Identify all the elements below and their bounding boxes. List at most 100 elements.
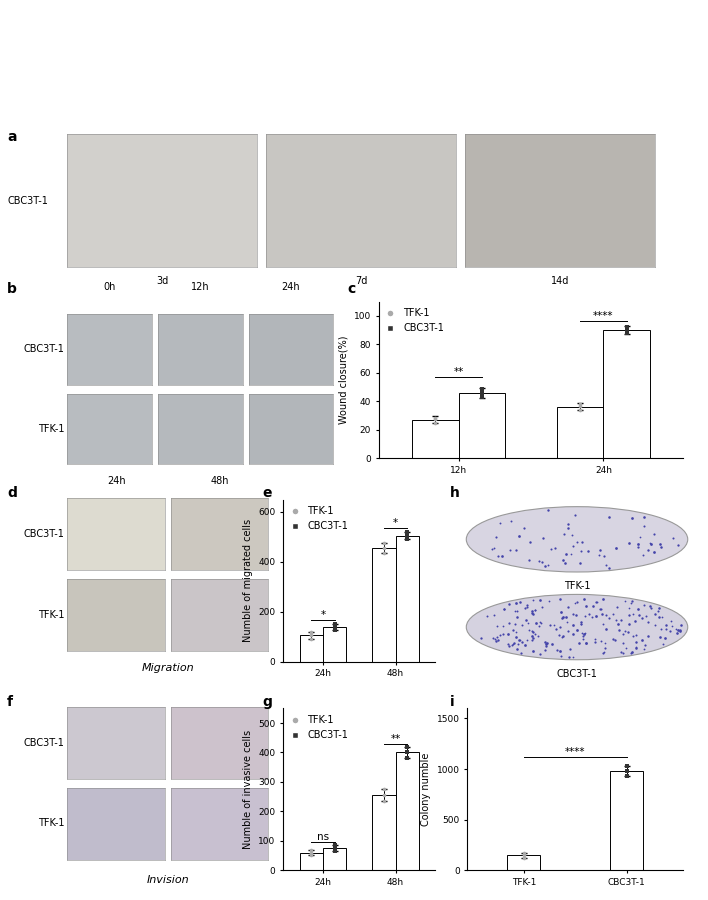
Point: [546, 636, 557, 651]
Point: [578, 592, 590, 607]
Y-axis label: Numble of invasive cells: Numble of invasive cells: [243, 730, 253, 849]
Point: [595, 634, 607, 649]
Text: Migration: Migration: [142, 663, 194, 673]
Point: [541, 636, 552, 651]
Point: [621, 323, 632, 338]
Y-axis label: Colony numble: Colony numble: [421, 752, 431, 826]
Point: [516, 635, 527, 650]
Point: [642, 629, 653, 643]
Point: [510, 629, 521, 643]
Bar: [300, 852, 323, 870]
Point: [639, 598, 650, 612]
Text: **: **: [453, 367, 464, 377]
Bar: [610, 771, 643, 870]
Point: [306, 848, 317, 862]
Point: [576, 616, 587, 631]
Point: [579, 626, 590, 641]
Point: [571, 623, 583, 637]
Point: [534, 615, 545, 629]
Point: [621, 320, 632, 334]
Point: [610, 541, 622, 555]
Point: [513, 634, 525, 648]
Point: [519, 638, 530, 652]
Point: [401, 528, 413, 543]
Point: [539, 643, 551, 657]
Point: [566, 547, 577, 562]
Point: [610, 613, 622, 627]
Point: [612, 599, 623, 614]
Bar: [300, 635, 323, 662]
Point: [306, 628, 317, 643]
Text: e: e: [262, 486, 271, 500]
Point: [630, 635, 641, 650]
Point: [561, 547, 572, 562]
Point: [608, 632, 620, 646]
Point: [583, 607, 595, 621]
Point: [378, 541, 389, 555]
Point: [627, 628, 639, 643]
Point: [593, 548, 605, 562]
Point: [527, 629, 538, 643]
Point: [518, 850, 530, 865]
Point: [401, 740, 413, 754]
Point: [430, 410, 441, 425]
Point: [503, 616, 515, 631]
Text: i: i: [450, 695, 455, 709]
Point: [650, 617, 661, 632]
Point: [540, 639, 552, 653]
Point: [674, 624, 685, 638]
Point: [575, 397, 586, 411]
Text: 24h: 24h: [107, 476, 125, 486]
Point: [598, 645, 610, 660]
Point: [563, 650, 574, 664]
Point: [554, 627, 565, 642]
Point: [535, 616, 547, 630]
Point: [653, 610, 664, 625]
Point: [550, 622, 561, 636]
Point: [594, 602, 605, 616]
Point: [558, 609, 569, 624]
Point: [592, 595, 603, 609]
Point: [513, 637, 524, 652]
Point: [622, 625, 634, 639]
Point: [518, 521, 530, 535]
Point: [498, 618, 509, 633]
Point: [634, 530, 646, 544]
Point: [668, 531, 679, 545]
Point: [666, 619, 678, 634]
Point: [603, 561, 615, 575]
Point: [653, 601, 664, 616]
Point: [491, 634, 502, 648]
Point: [568, 607, 579, 621]
Point: [530, 616, 542, 631]
Point: [567, 650, 578, 664]
Point: [672, 623, 683, 637]
Point: [493, 633, 504, 647]
Text: **: **: [390, 734, 401, 743]
Point: [532, 628, 544, 643]
Point: [575, 402, 586, 417]
Point: [675, 623, 686, 637]
Point: [503, 597, 515, 611]
Point: [637, 548, 649, 562]
Text: CBC3T-1: CBC3T-1: [556, 669, 598, 679]
Point: [512, 603, 523, 617]
Bar: [372, 796, 396, 870]
Bar: [396, 536, 418, 662]
Point: [515, 645, 527, 660]
Text: *: *: [321, 610, 326, 620]
Point: [378, 536, 389, 550]
Text: Invision: Invision: [147, 875, 189, 885]
Point: [616, 645, 627, 660]
Point: [569, 508, 581, 522]
Point: [476, 385, 487, 400]
Point: [401, 751, 413, 765]
Point: [554, 644, 566, 659]
Point: [646, 537, 657, 552]
Text: b: b: [7, 282, 17, 296]
Point: [549, 540, 561, 554]
Point: [571, 595, 583, 609]
Text: 7d: 7d: [355, 276, 367, 286]
Point: [638, 509, 649, 524]
Point: [526, 624, 537, 638]
